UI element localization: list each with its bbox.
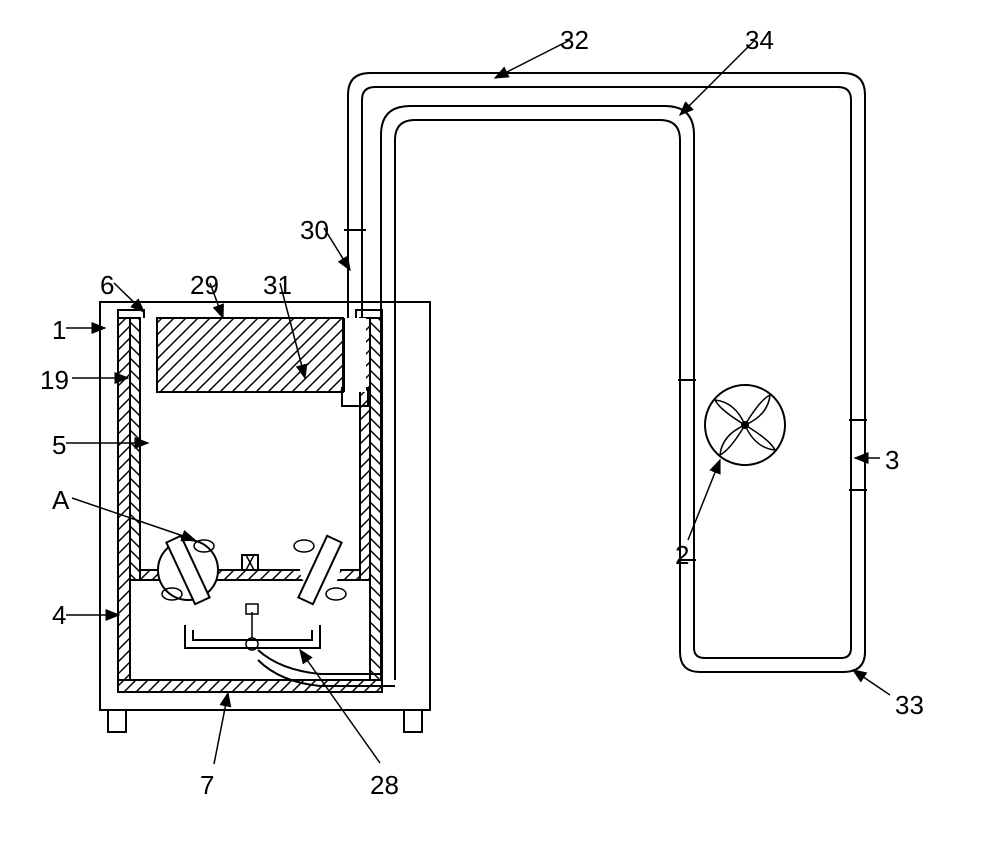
- label-2: 2: [675, 540, 689, 571]
- label-28: 28: [370, 770, 399, 801]
- leader-line-7: [214, 693, 228, 764]
- technical-drawing-svg: [0, 0, 1000, 854]
- label-31: 31: [263, 270, 292, 301]
- label-30: 30: [300, 215, 329, 246]
- label-34: 34: [745, 25, 774, 56]
- label-7: 7: [200, 770, 214, 801]
- outer-pipe: [348, 73, 865, 680]
- label-5: 5: [52, 430, 66, 461]
- label-29: 29: [190, 270, 219, 301]
- leader-line-2: [688, 460, 720, 540]
- leader-line-6: [114, 283, 144, 312]
- label-3: 3: [885, 445, 899, 476]
- label-1: 1: [52, 315, 66, 346]
- bottom-bracket: [185, 604, 320, 650]
- left-valve: [158, 536, 218, 604]
- leader-line-28: [300, 650, 380, 763]
- right-valve: [294, 536, 346, 604]
- fan: [705, 385, 785, 465]
- label-19: 19: [40, 365, 69, 396]
- label-A: A: [52, 485, 69, 516]
- label-32: 32: [560, 25, 589, 56]
- label-6: 6: [100, 270, 114, 301]
- top-block: [157, 318, 366, 392]
- leader-line-34: [680, 40, 755, 115]
- diagram-container: 32 34 30 6 29 31 1 19 5 3 A 2 4 33 7 28: [0, 0, 1000, 854]
- label-33: 33: [895, 690, 924, 721]
- leader-line-33: [853, 670, 890, 695]
- label-4: 4: [52, 600, 66, 631]
